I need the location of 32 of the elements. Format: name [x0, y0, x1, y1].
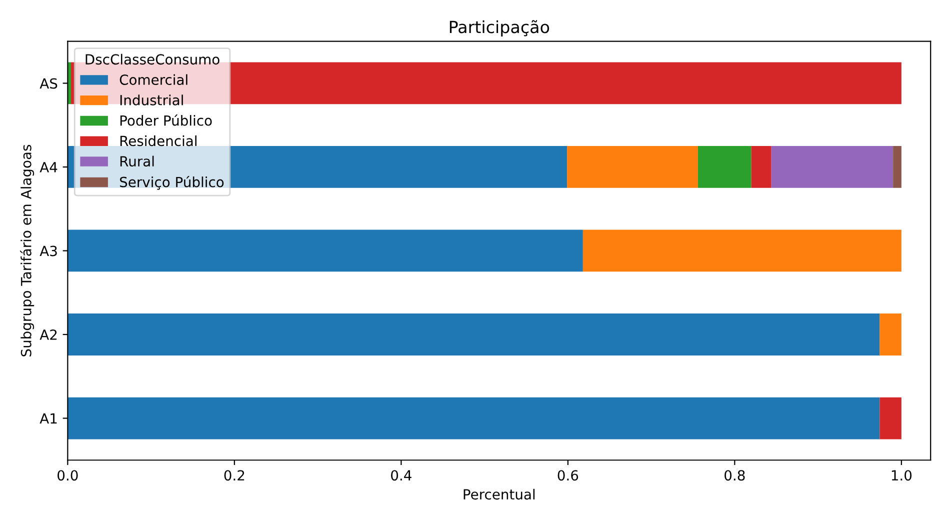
- bar: [68, 314, 880, 356]
- x-tick-label: 0.4: [391, 470, 412, 481]
- bar: [880, 397, 902, 440]
- y-tick-label: AS: [40, 78, 58, 89]
- y-tick-label: A4: [40, 162, 58, 172]
- legend-label: Poder Público: [120, 114, 212, 126]
- y-axis-title: Subgrupo Tarifário em Alagoas: [20, 144, 34, 356]
- bar: [68, 397, 880, 440]
- bar: [880, 314, 902, 356]
- y-tick-label: A1: [40, 413, 57, 424]
- chart-title: Participação: [450, 20, 550, 36]
- legend-label: Comercial: [120, 74, 188, 85]
- bar: [751, 146, 772, 188]
- legend-label: Serviço Público: [120, 176, 224, 190]
- y-tick-label: A3: [40, 246, 57, 256]
- bar: [771, 146, 894, 188]
- bar: [68, 230, 583, 272]
- bar: [893, 146, 902, 188]
- x-tick-label: 1.0: [892, 470, 912, 481]
- legend-title: DscClasseConsumo: [86, 54, 220, 65]
- bar: [698, 146, 752, 188]
- legend-label: Rural: [120, 156, 154, 167]
- legend-label: Industrial: [120, 94, 183, 106]
- x-tick-label: 0.2: [224, 470, 244, 481]
- x-tick-label: 0.8: [724, 470, 745, 481]
- x-axis-title: Percentual: [464, 488, 535, 500]
- legend-label: Residencial: [120, 135, 196, 146]
- bar: [582, 230, 902, 272]
- x-tick-label: 0.6: [558, 470, 578, 481]
- x-tick-label: 0.0: [58, 470, 78, 481]
- bar: [567, 146, 698, 188]
- y-tick-label: A2: [40, 329, 57, 340]
